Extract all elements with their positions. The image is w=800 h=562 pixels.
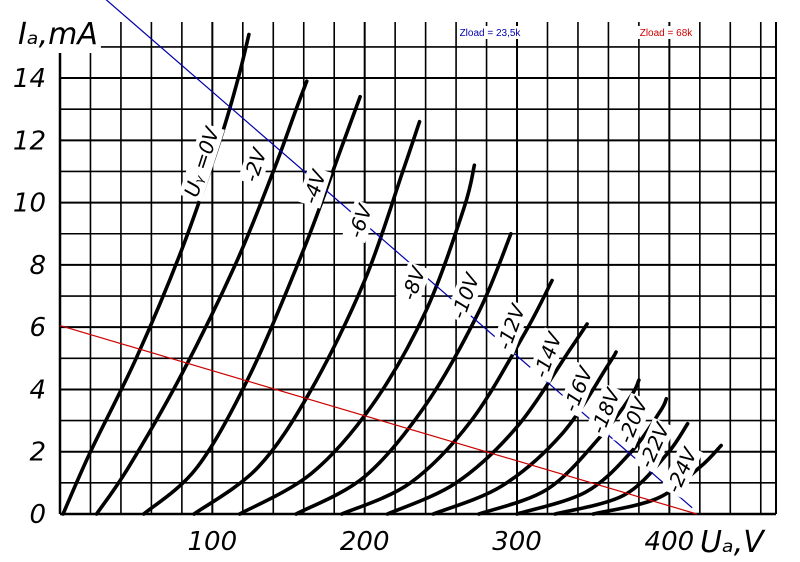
curve-label-bg bbox=[342, 199, 378, 244]
plate-curve-0 bbox=[61, 32, 251, 516]
y-tick-label: 6 bbox=[29, 313, 46, 343]
y-tick-label: 4 bbox=[29, 375, 46, 405]
curve-label-group: -14V bbox=[527, 327, 568, 383]
plate-curves bbox=[61, 32, 723, 516]
curve-labels: Uᵧ =0V -2V-4V-6V-8V -10V-12V-14V-16V-18V-2… bbox=[178, 122, 703, 499]
zload-label-bg bbox=[457, 26, 523, 39]
axes bbox=[58, 22, 777, 516]
y-tick-label: 10 bbox=[13, 189, 46, 219]
load-lines bbox=[59, 0, 697, 515]
curve-label-group: Uᵧ =0V bbox=[178, 122, 225, 202]
y-tick-label: 2 bbox=[29, 438, 46, 468]
x-tick-label: 100 bbox=[188, 527, 238, 557]
x-axis-title: Uₐ,V bbox=[700, 525, 766, 560]
x-tick-label: 200 bbox=[340, 527, 390, 557]
curve-label-bg bbox=[527, 327, 568, 383]
ylabel-bg bbox=[15, 16, 101, 53]
load-line-legend: Zload = 23,5k Zload = 68k bbox=[457, 26, 695, 39]
curve-label-bg bbox=[632, 417, 676, 474]
plate-curve-2 bbox=[141, 94, 362, 516]
curve-label-0: Uᵧ =0V bbox=[179, 123, 224, 200]
y-tick-label: 8 bbox=[29, 251, 46, 281]
plate-curve-3 bbox=[192, 119, 422, 516]
zload-label-0: Zload = 23,5k bbox=[460, 28, 522, 39]
curve-label-group: -6V bbox=[342, 199, 378, 244]
plate-curve-11 bbox=[553, 421, 690, 516]
plate-curve-6 bbox=[340, 278, 554, 516]
curve-label-bg bbox=[491, 299, 531, 355]
plate-curve-10 bbox=[515, 396, 669, 516]
tick-labels: 0 2 4 6 8 10 12 14 100 200 300 400 bbox=[13, 64, 694, 557]
curve-label-bg bbox=[660, 442, 703, 499]
x-tick-label: 300 bbox=[492, 527, 542, 557]
plate-curve-1 bbox=[94, 79, 309, 516]
curve-label-bg bbox=[395, 261, 432, 306]
curve-label-bg bbox=[178, 122, 225, 202]
plate-curve-4 bbox=[237, 163, 477, 516]
x-tick-label: 400 bbox=[645, 527, 695, 557]
zload-label-1: Zload = 68k bbox=[640, 28, 694, 39]
zload-label-bg bbox=[637, 26, 695, 39]
curve-label-bg bbox=[557, 361, 599, 418]
curve-label-bg bbox=[445, 268, 486, 324]
xlabel-bg bbox=[697, 524, 770, 561]
grid bbox=[60, 22, 776, 514]
curve-label-bg bbox=[237, 143, 273, 187]
plate-curve-7 bbox=[385, 322, 589, 516]
curve-label-bg bbox=[612, 392, 654, 449]
load-line-1 bbox=[59, 325, 697, 515]
y-tick-label: 12 bbox=[13, 126, 46, 156]
curve-label-7: -14V bbox=[528, 328, 567, 381]
y-axis-title: Iₐ,mA bbox=[18, 17, 98, 52]
y-tick-label: 14 bbox=[13, 64, 46, 94]
y-tick-label: 0 bbox=[29, 500, 46, 530]
curve-label-bg bbox=[584, 383, 626, 440]
plate-curve-8 bbox=[431, 350, 618, 516]
curve-label-bg bbox=[297, 165, 332, 209]
plate-curve-5 bbox=[294, 231, 513, 516]
load-line-0 bbox=[105, 0, 693, 509]
